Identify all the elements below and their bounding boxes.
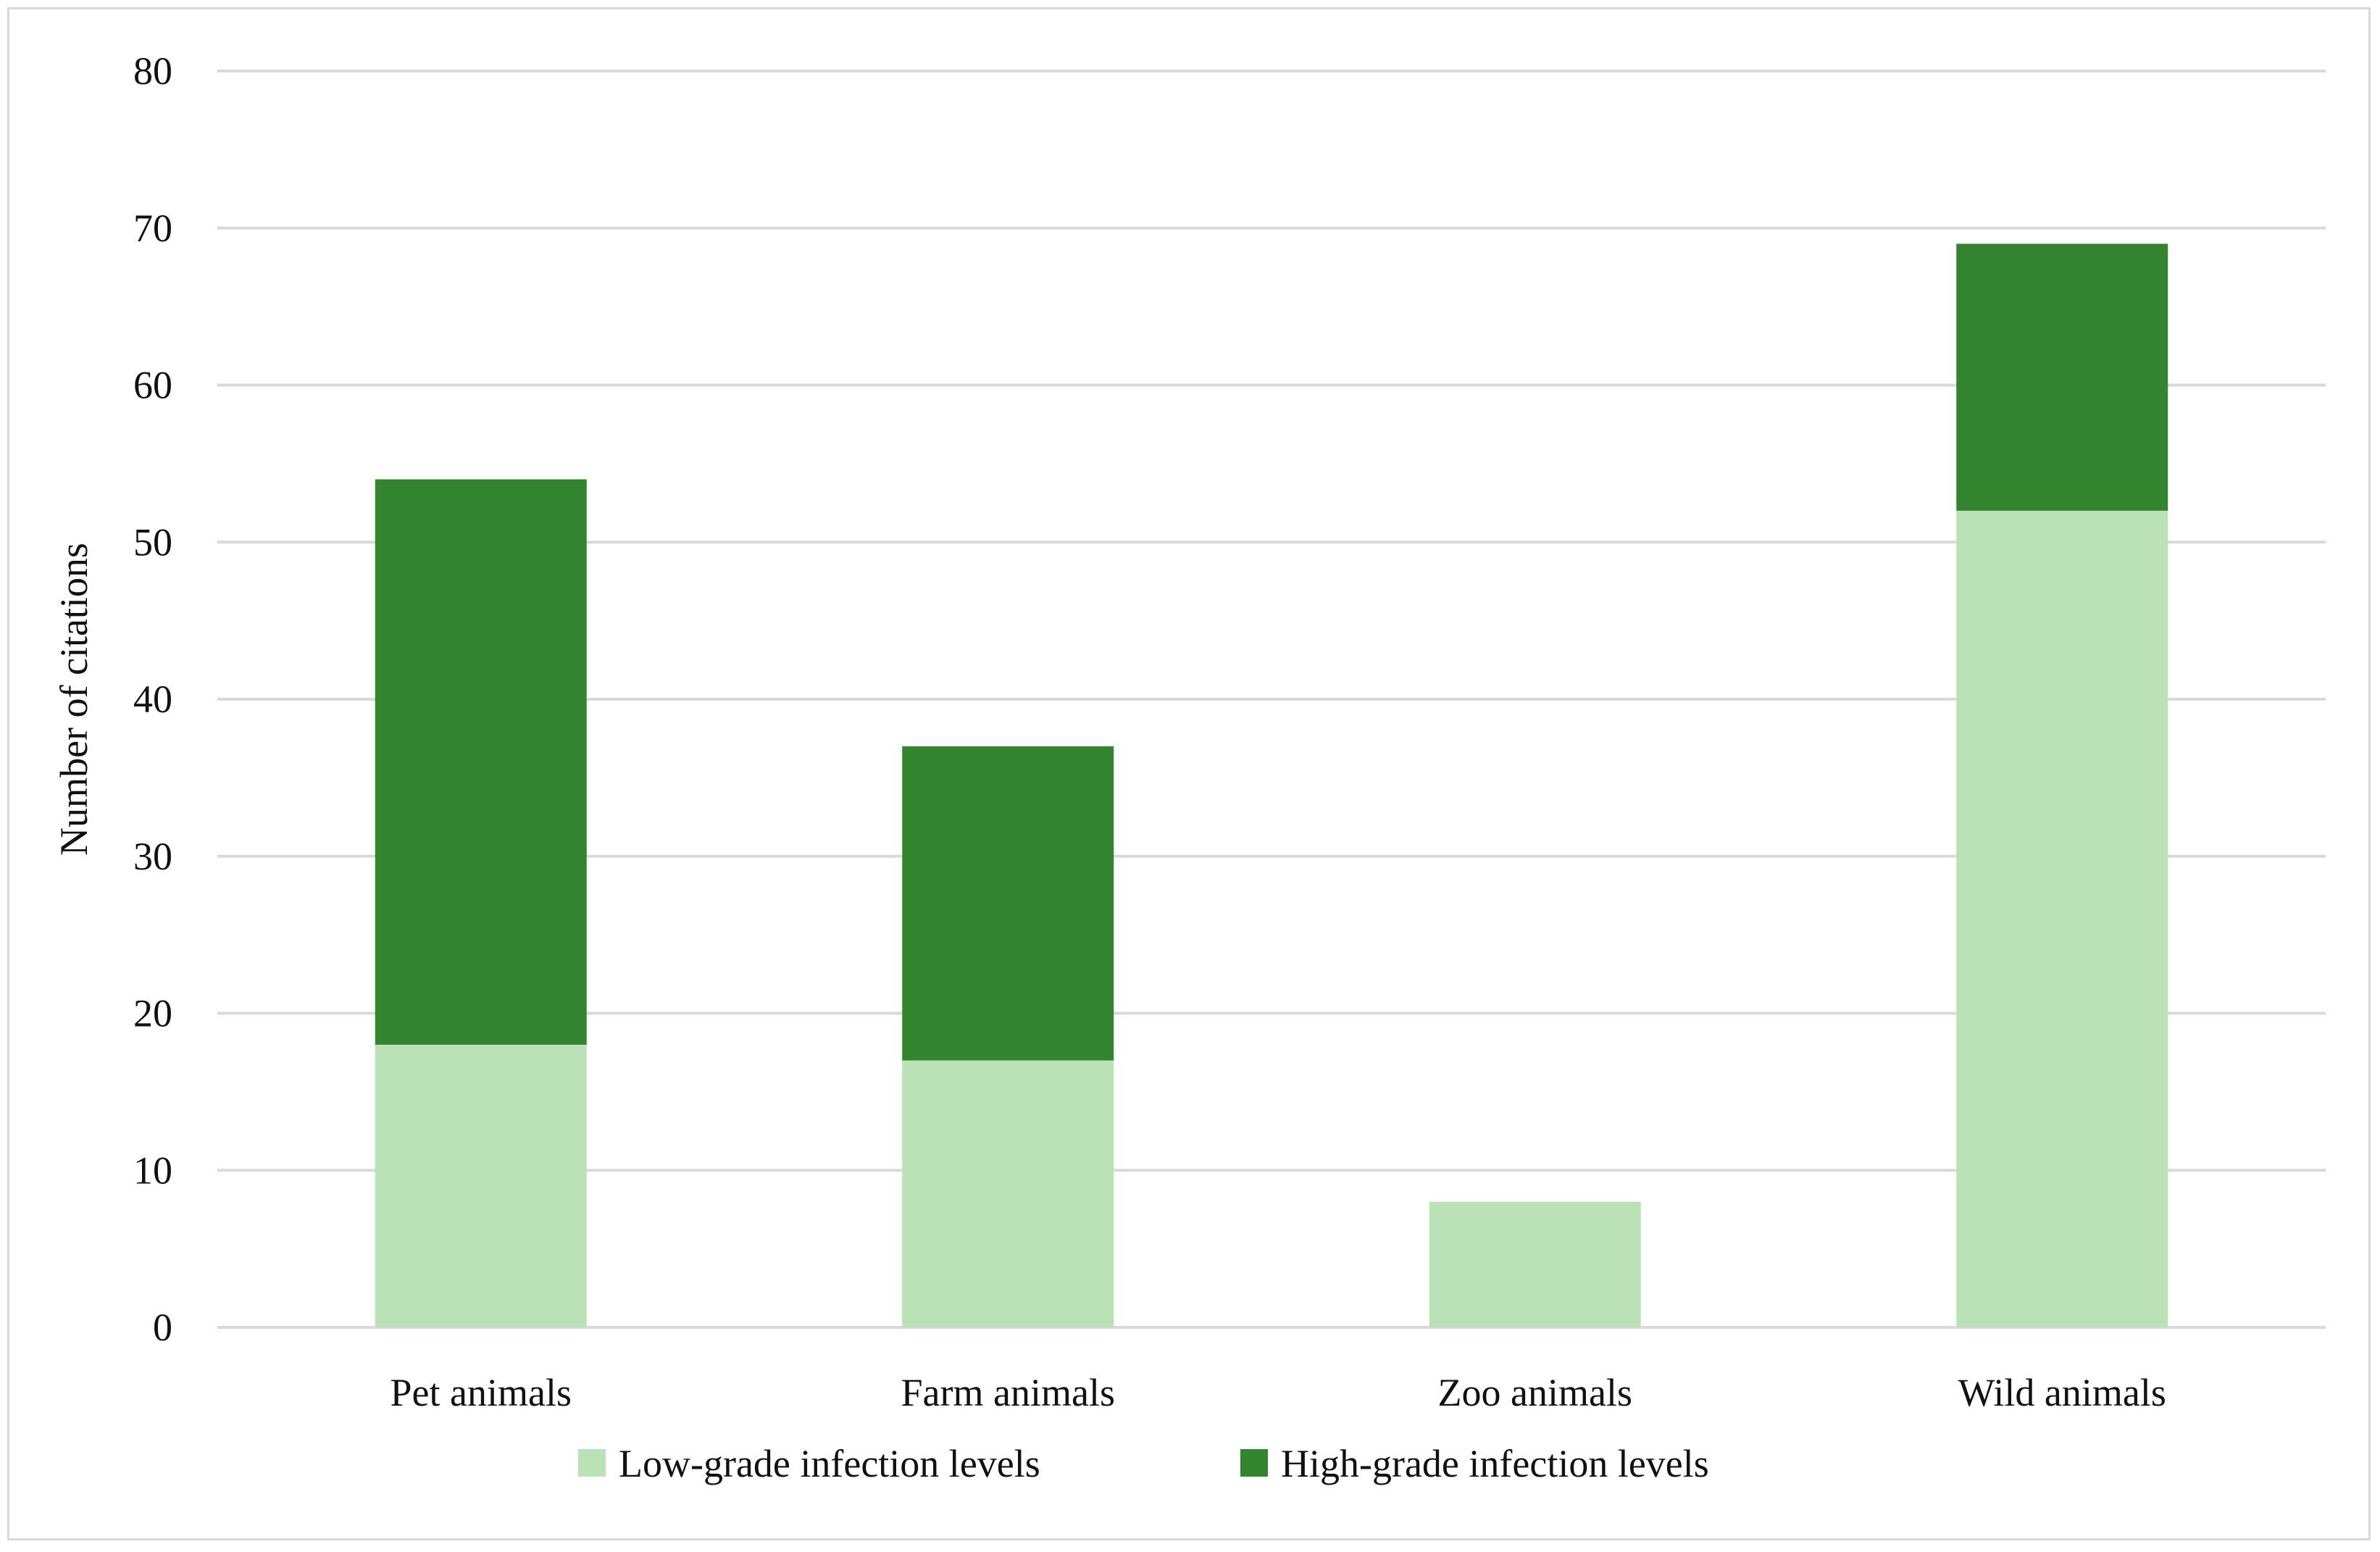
bar-high-grade-wild-animals: [1956, 243, 2168, 511]
y-tick-label: 30: [133, 835, 172, 878]
x-axis-ticks: Pet animals Farm animals Zoo animals Wild a…: [391, 1371, 2166, 1414]
legend-swatch: [1240, 1449, 1268, 1477]
legend-swatch: [578, 1449, 606, 1477]
x-tick-label: Wild animals: [1958, 1371, 2166, 1414]
y-tick-label: 40: [133, 677, 172, 721]
x-tick-label: Zoo animals: [1438, 1371, 1632, 1414]
y-tick-label: 10: [133, 1148, 172, 1192]
legend: Low-grade infection levels High-grade inf…: [578, 1442, 1709, 1485]
legend-label: Low-grade infection levels: [619, 1442, 1040, 1485]
bar-low-grade-pet-animals: [375, 1044, 587, 1327]
bar-high-grade-pet-animals: [375, 479, 587, 1045]
y-tick-label: 60: [133, 364, 172, 407]
y-axis-title: Number of citations: [52, 543, 96, 856]
bar-low-grade-wild-animals: [1956, 510, 2168, 1327]
y-tick-label: 0: [153, 1306, 172, 1349]
y-tick-label: 50: [133, 520, 172, 564]
x-tick-label: Farm animals: [901, 1371, 1115, 1414]
bar-low-grade-zoo-animals: [1429, 1201, 1641, 1327]
bar-high-grade-farm-animals: [902, 746, 1114, 1061]
x-tick-label: Pet animals: [391, 1371, 572, 1414]
y-tick-label: 80: [133, 49, 172, 93]
bars: [375, 243, 2168, 1327]
y-axis-ticks: 0 10 20 30 40 50 60 70 80: [133, 49, 172, 1349]
bar-low-grade-farm-animals: [902, 1060, 1114, 1327]
legend-label: High-grade infection levels: [1281, 1442, 1709, 1485]
y-tick-label: 20: [133, 992, 172, 1035]
y-tick-label: 70: [133, 206, 172, 250]
